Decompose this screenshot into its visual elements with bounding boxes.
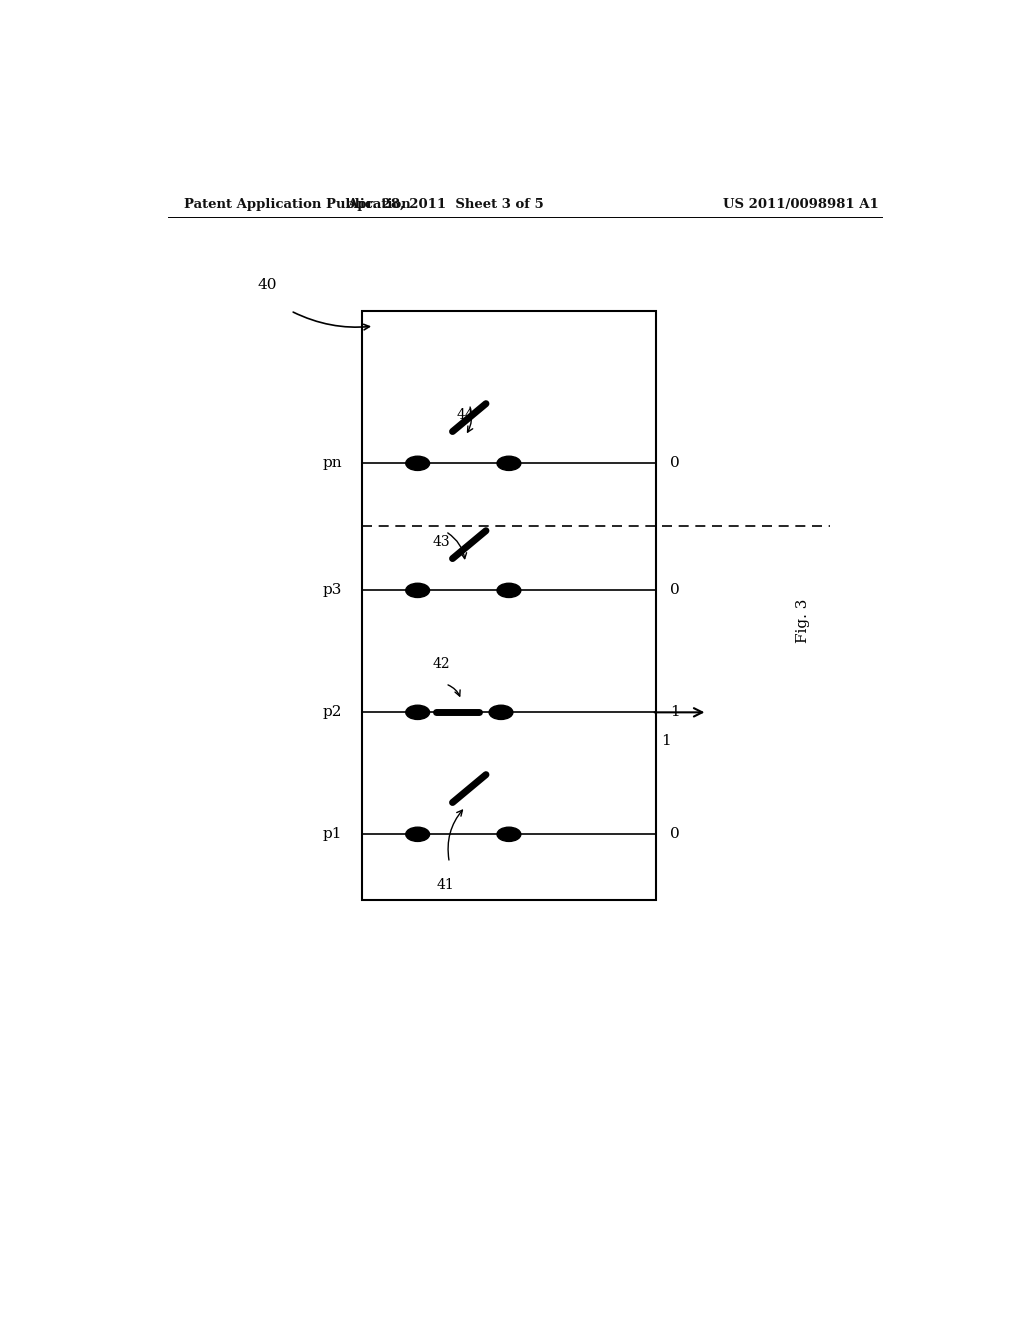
Text: p1: p1	[323, 828, 342, 841]
Ellipse shape	[406, 705, 430, 719]
Text: Apr. 28, 2011  Sheet 3 of 5: Apr. 28, 2011 Sheet 3 of 5	[347, 198, 544, 211]
Text: p3: p3	[323, 583, 342, 598]
Ellipse shape	[497, 583, 521, 598]
Ellipse shape	[406, 828, 430, 841]
Text: pn: pn	[323, 457, 342, 470]
Ellipse shape	[497, 457, 521, 470]
Text: 0: 0	[670, 457, 680, 470]
Text: 1: 1	[670, 705, 680, 719]
Text: Fig. 3: Fig. 3	[796, 599, 810, 643]
Ellipse shape	[406, 583, 430, 598]
Ellipse shape	[406, 457, 430, 470]
Text: Patent Application Publication: Patent Application Publication	[183, 198, 411, 211]
Text: 0: 0	[670, 583, 680, 598]
Text: 44: 44	[457, 408, 474, 421]
Bar	[362, 312, 655, 900]
Ellipse shape	[489, 705, 513, 719]
Text: 43: 43	[433, 535, 451, 549]
Ellipse shape	[497, 828, 521, 841]
Text: 40: 40	[257, 279, 276, 293]
Text: 42: 42	[433, 656, 451, 671]
Text: p2: p2	[323, 705, 342, 719]
Text: 0: 0	[670, 828, 680, 841]
Text: 41: 41	[436, 878, 455, 892]
Text: US 2011/0098981 A1: US 2011/0098981 A1	[723, 198, 879, 211]
Text: 1: 1	[662, 734, 671, 748]
